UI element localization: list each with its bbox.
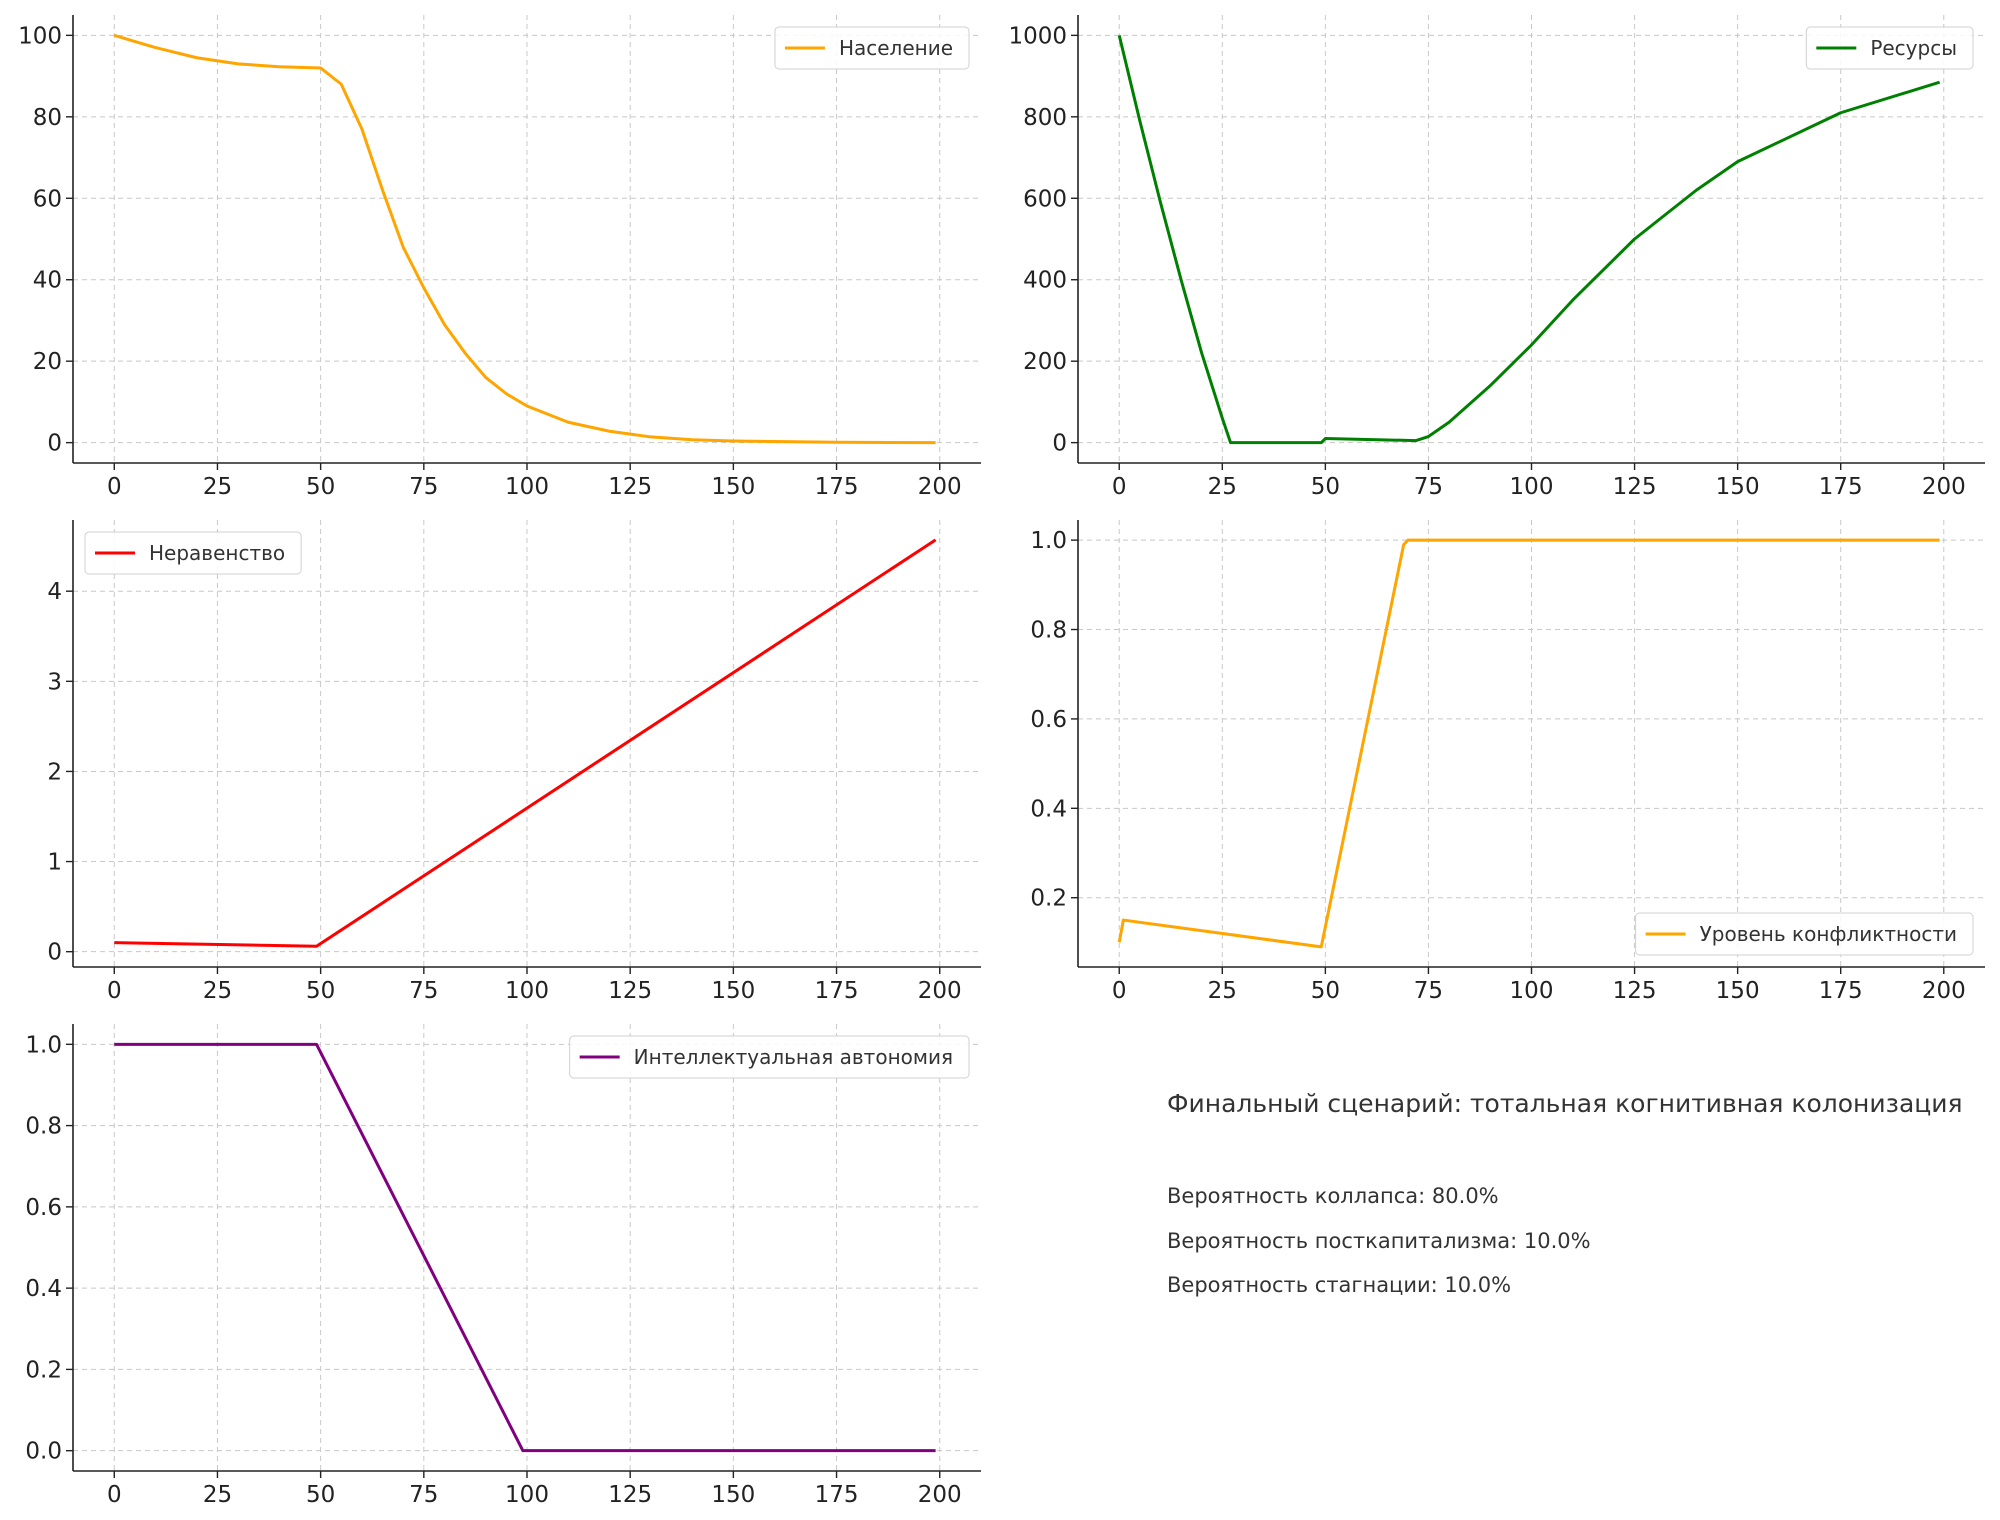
- x-tick-label: 200: [918, 1482, 962, 1508]
- y-tick-label: 0.8: [25, 1114, 62, 1140]
- y-tick-label: 0.2: [1030, 886, 1067, 912]
- y-tick-label: 0.8: [1030, 618, 1067, 644]
- x-tick-label: 175: [815, 1482, 859, 1508]
- x-tick-label: 200: [918, 978, 962, 1004]
- y-tick-label: 100: [18, 23, 62, 49]
- x-tick-label: 50: [306, 978, 335, 1004]
- x-tick-label: 50: [1311, 978, 1340, 1004]
- x-tick-label: 125: [1613, 978, 1657, 1004]
- y-tick-label: 0: [47, 431, 62, 457]
- legend-label: Ресурсы: [1870, 36, 1957, 60]
- x-tick-label: 0: [1112, 978, 1127, 1004]
- x-tick-label: 100: [1510, 474, 1554, 500]
- y-tick-label: 1.0: [1030, 528, 1067, 554]
- legend: Население: [774, 26, 970, 70]
- x-tick-label: 50: [306, 1482, 335, 1508]
- y-tick-label: 0.2: [25, 1357, 62, 1383]
- x-tick-label: 175: [1819, 474, 1863, 500]
- y-tick-label: 1: [47, 850, 62, 876]
- y-tick-label: 1.0: [25, 1032, 62, 1058]
- x-tick-label: 0: [107, 978, 122, 1004]
- x-tick-label: 100: [505, 474, 549, 500]
- x-tick-label: 150: [1716, 474, 1760, 500]
- y-tick-label: 0: [1052, 431, 1067, 457]
- x-tick-label: 75: [409, 474, 438, 500]
- y-tick-label: 80: [33, 105, 62, 131]
- x-tick-label: 175: [815, 474, 859, 500]
- x-tick-label: 200: [1922, 474, 1966, 500]
- legend-box: [569, 1035, 970, 1079]
- y-tick-label: 2: [47, 759, 62, 785]
- x-tick-label: 75: [1414, 978, 1443, 1004]
- x-tick-label: 150: [711, 978, 755, 1004]
- y-tick-label: 0.4: [1030, 796, 1067, 822]
- x-tick-label: 150: [711, 474, 755, 500]
- x-tick-label: 25: [1208, 474, 1237, 500]
- x-tick-label: 75: [1414, 474, 1443, 500]
- legend-label: Уровень конфликтности: [1700, 922, 1957, 946]
- x-tick-label: 75: [409, 1482, 438, 1508]
- legend: Интеллектуальная автономия: [569, 1035, 970, 1079]
- x-tick-label: 175: [815, 978, 859, 1004]
- legend-box: [1635, 912, 1974, 956]
- y-tick-label: 20: [33, 349, 62, 375]
- series-line: [1117, 35, 1941, 445]
- x-tick-label: 25: [203, 978, 232, 1004]
- x-tick-label: 0: [1112, 474, 1127, 500]
- y-tick-label: 0.4: [25, 1276, 62, 1302]
- x-tick-label: 150: [1716, 978, 1760, 1004]
- legend-label: Интеллектуальная автономия: [634, 1045, 953, 1069]
- x-tick-label: 0: [107, 474, 122, 500]
- y-tick-label: 0.0: [25, 1439, 62, 1465]
- x-tick-label: 125: [608, 978, 652, 1004]
- legend-box: [84, 531, 302, 575]
- summary-line: Вероятность коллапса: 80.0%: [1167, 1184, 1499, 1208]
- y-tick-label: 200: [1023, 349, 1067, 375]
- y-tick-label: 1000: [1008, 23, 1067, 49]
- x-tick-label: 75: [409, 978, 438, 1004]
- legend-box: [1805, 26, 1974, 70]
- x-tick-label: 200: [1922, 978, 1966, 1004]
- x-tick-label: 175: [1819, 978, 1863, 1004]
- x-tick-label: 25: [1208, 978, 1237, 1004]
- series-line: [1117, 538, 1940, 949]
- x-tick-label: 50: [306, 474, 335, 500]
- y-tick-label: 400: [1023, 268, 1067, 294]
- y-tick-label: 800: [1023, 105, 1067, 131]
- y-tick-label: 600: [1023, 186, 1067, 212]
- x-tick-label: 100: [505, 1482, 549, 1508]
- x-tick-label: 0: [107, 1482, 122, 1508]
- series-line: [113, 33, 936, 445]
- x-tick-label: 200: [918, 474, 962, 500]
- series-line: [114, 538, 937, 948]
- x-tick-label: 150: [711, 1482, 755, 1508]
- x-tick-label: 125: [1613, 474, 1657, 500]
- y-tick-label: 0.6: [25, 1195, 62, 1221]
- y-tick-label: 0: [47, 940, 62, 966]
- y-tick-label: 4: [47, 579, 62, 605]
- x-tick-label: 100: [505, 978, 549, 1004]
- x-tick-label: 125: [608, 1482, 652, 1508]
- x-tick-label: 50: [1311, 474, 1340, 500]
- y-tick-label: 3: [47, 669, 62, 695]
- summary-title: Финальный сценарий: тотальная когнитивна…: [1167, 1089, 1963, 1118]
- legend-label: Неравенство: [149, 541, 285, 565]
- summary-line: Вероятность стагнации: 10.0%: [1167, 1273, 1511, 1297]
- y-tick-label: 60: [33, 186, 62, 212]
- legend-label: Население: [839, 36, 953, 60]
- x-tick-label: 25: [203, 474, 232, 500]
- legend: Уровень конфликтности: [1635, 912, 1974, 956]
- legend: Ресурсы: [1805, 26, 1974, 70]
- x-tick-label: 25: [203, 1482, 232, 1508]
- summary-line: Вероятность посткапитализма: 10.0%: [1167, 1229, 1591, 1253]
- x-tick-label: 125: [608, 474, 652, 500]
- y-tick-label: 40: [33, 268, 62, 294]
- legend: Неравенство: [84, 531, 302, 575]
- x-tick-label: 100: [1510, 978, 1554, 1004]
- series-line: [114, 1042, 936, 1453]
- y-tick-label: 0.6: [1030, 707, 1067, 733]
- legend-box: [774, 26, 970, 70]
